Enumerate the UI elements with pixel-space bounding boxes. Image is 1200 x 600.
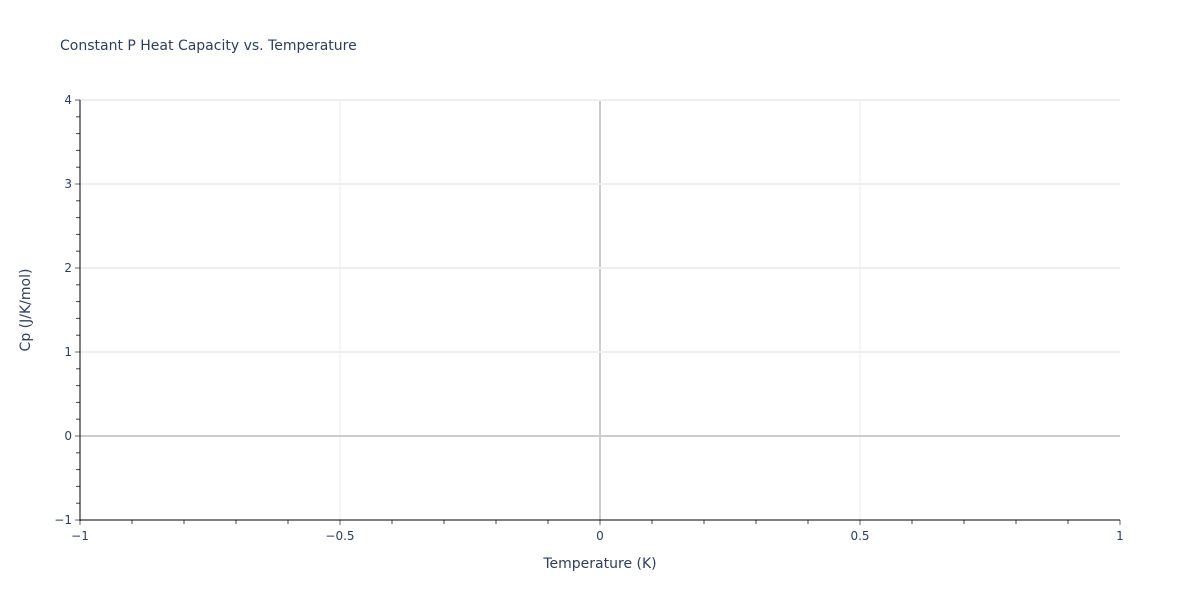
x-tick-label: −1 (71, 529, 89, 543)
y-tick-label: 4 (64, 93, 72, 107)
x-tick-label: 0 (596, 529, 604, 543)
y-tick-label: 2 (64, 261, 72, 275)
x-tick-label: 1 (1116, 529, 1124, 543)
y-tick-label: 0 (64, 429, 72, 443)
x-tick-label: 0.5 (850, 529, 869, 543)
y-axis-label: Cp (J/K/mol) (18, 269, 34, 352)
x-tick-label: −0.5 (325, 529, 354, 543)
y-tick-label: 3 (64, 177, 72, 191)
chart-title: Constant P Heat Capacity vs. Temperature (60, 38, 357, 54)
y-tick-label: 1 (64, 345, 72, 359)
x-axis-label: Temperature (K) (542, 556, 656, 572)
y-tick-label: −1 (54, 513, 72, 527)
